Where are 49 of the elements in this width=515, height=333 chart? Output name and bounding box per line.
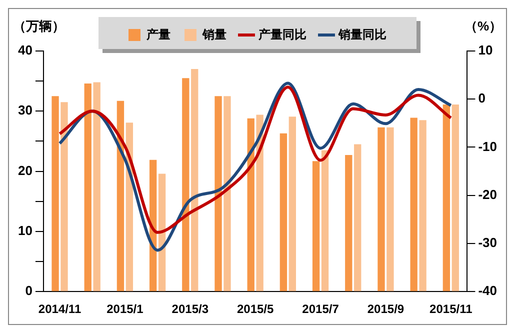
y2-axis-title: （%） — [464, 18, 502, 34]
bar — [386, 127, 394, 292]
bar — [410, 118, 418, 292]
bar — [280, 133, 288, 292]
bar — [312, 161, 320, 292]
x-tick-label: 2015/7 — [302, 302, 340, 316]
y-tick-label: 40 — [18, 42, 32, 58]
x-tick-label: 2014/11 — [38, 302, 82, 316]
y2-tick-label: -20 — [478, 186, 498, 202]
bar — [84, 83, 92, 292]
y2-tick-label: -40 — [478, 283, 498, 298]
legend-label: 产量同比 — [258, 27, 306, 42]
bar — [191, 69, 198, 292]
bar — [182, 78, 190, 292]
y-axis-title: （万辆） — [13, 18, 65, 34]
x-tick-label: 2015/11 — [430, 302, 473, 316]
legend-label: 销量同比 — [338, 27, 386, 42]
y2-tick-label: -30 — [478, 235, 498, 250]
y2-tick-label: 0 — [478, 90, 486, 106]
bar — [321, 150, 329, 292]
bar — [452, 104, 459, 292]
bar — [60, 102, 68, 292]
bar — [442, 104, 450, 292]
bar — [354, 144, 362, 292]
bar — [52, 96, 59, 292]
legend-label: 销量 — [202, 27, 226, 42]
y-tick-label: 0 — [25, 283, 32, 298]
x-tick-label: 2015/9 — [367, 302, 404, 316]
y2-tick-label: -10 — [478, 138, 498, 154]
bar — [378, 127, 385, 292]
x-tick-label: 2015/3 — [172, 302, 209, 316]
bar — [116, 100, 124, 292]
legend-label: 产量 — [146, 27, 170, 42]
bar — [214, 96, 222, 292]
y-tick-label: 10 — [18, 223, 32, 238]
bar — [224, 96, 231, 292]
bar — [93, 82, 100, 292]
bar — [345, 155, 352, 292]
y2-tick-label: 10 — [478, 42, 493, 58]
bar — [158, 174, 166, 292]
bar — [149, 160, 157, 292]
bar — [256, 114, 264, 292]
bar — [419, 120, 426, 292]
y-tick-label: 30 — [18, 102, 32, 118]
x-tick-label: 2015/1 — [106, 302, 144, 316]
bar — [247, 118, 254, 292]
y-tick-label: 20 — [18, 162, 32, 178]
bar — [288, 116, 296, 292]
x-tick-label: 2015/5 — [236, 302, 274, 316]
